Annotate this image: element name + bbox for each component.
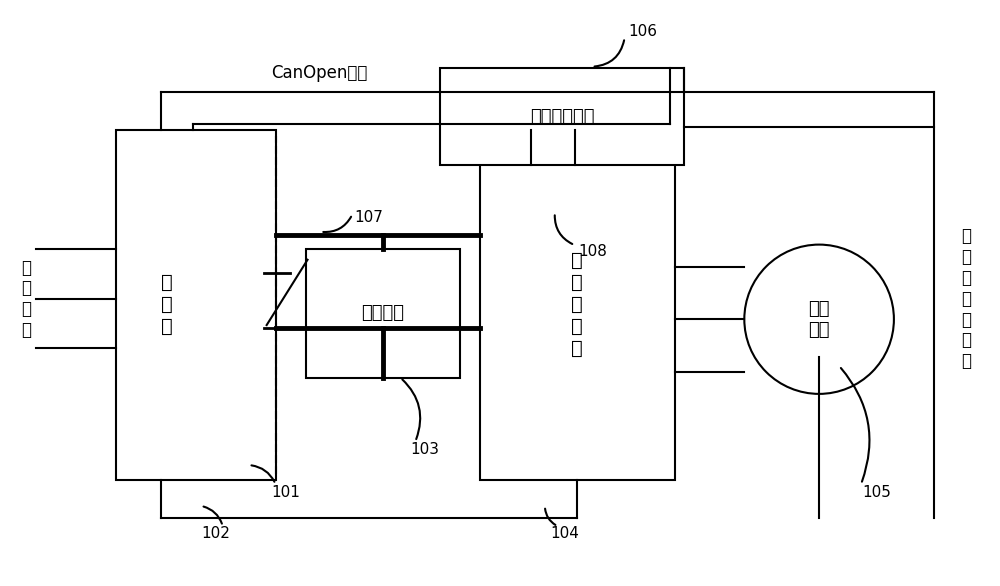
- FancyArrowPatch shape: [555, 215, 572, 244]
- Text: CanOpen通信: CanOpen通信: [271, 64, 367, 82]
- Text: 变浆
电机: 变浆 电机: [808, 300, 830, 339]
- Text: 103: 103: [411, 442, 440, 457]
- Ellipse shape: [744, 244, 894, 394]
- Text: 充
电
器: 充 电 器: [161, 273, 173, 336]
- FancyArrowPatch shape: [841, 368, 869, 482]
- Bar: [116, 130, 276, 479]
- FancyArrowPatch shape: [204, 506, 222, 524]
- Text: 超级电容: 超级电容: [361, 304, 404, 322]
- Text: 变
浆
驱
动
器: 变 浆 驱 动 器: [571, 251, 583, 358]
- Text: 106: 106: [628, 24, 657, 39]
- Text: 104: 104: [550, 526, 579, 541]
- Text: 可编程控制器: 可编程控制器: [530, 108, 595, 125]
- Text: 107: 107: [354, 210, 383, 224]
- Text: 编
码
器
信
号
采
集: 编 码 器 信 号 采 集: [961, 227, 971, 370]
- Text: 102: 102: [201, 526, 230, 541]
- Bar: [306, 249, 460, 377]
- Bar: [440, 69, 684, 165]
- Text: 电
网
电
压: 电 网 电 压: [21, 258, 31, 339]
- FancyArrowPatch shape: [545, 509, 555, 525]
- Bar: [480, 130, 675, 479]
- Text: 101: 101: [271, 485, 300, 500]
- Text: 105: 105: [863, 485, 891, 500]
- Text: 108: 108: [578, 244, 607, 258]
- FancyArrowPatch shape: [323, 217, 351, 232]
- FancyArrowPatch shape: [402, 380, 420, 439]
- FancyArrowPatch shape: [251, 465, 274, 482]
- FancyArrowPatch shape: [595, 40, 624, 66]
